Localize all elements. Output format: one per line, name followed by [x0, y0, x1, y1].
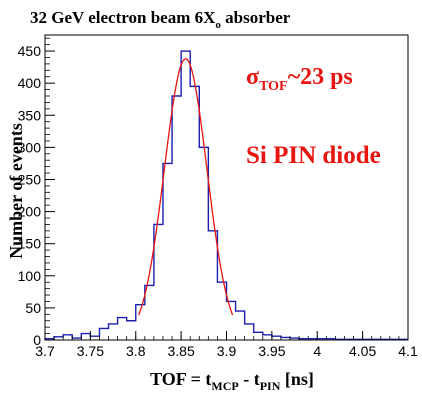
histogram-bin — [236, 311, 245, 340]
histogram-bin — [245, 324, 254, 340]
chart-title-main: 32 GeV electron beam 6X — [30, 8, 216, 27]
y-tick-label: 0 — [33, 332, 41, 348]
y-tick-label: 200 — [18, 204, 42, 220]
y-axis-label: Number of events — [6, 123, 26, 259]
histogram-bin — [190, 86, 199, 340]
x-axis-label-sub-mcp: MCP — [211, 379, 238, 393]
histogram-bin — [208, 231, 217, 340]
chart-title-sub: o — [215, 19, 221, 31]
chart-title: 32 GeV electron beam 6Xo absorber — [30, 8, 291, 31]
y-tick-label: 450 — [18, 43, 42, 59]
sigma-value: ~23 ps — [288, 64, 353, 90]
gaussian-fit-line — [138, 58, 234, 316]
histogram-bin — [254, 332, 263, 340]
chart-title-tail: absorber — [221, 8, 291, 27]
x-tick-label: 3.85 — [168, 343, 195, 359]
histogram-bin — [127, 321, 136, 340]
x-tick-label: 3.75 — [77, 343, 104, 359]
x-axis-label-pre: TOF = t — [150, 369, 211, 389]
x-axis-label-mid: - t — [239, 369, 260, 389]
x-tick-label: 3.7 — [35, 343, 55, 359]
histogram-bin — [172, 96, 181, 340]
x-tick-label: 3.95 — [258, 343, 285, 359]
sigma-subscript: TOF — [259, 79, 288, 94]
y-tick-label: 50 — [25, 300, 41, 316]
histogram-bin — [63, 335, 72, 340]
fit-curve-series — [138, 58, 234, 316]
detector-annotation: Si PIN diode — [246, 142, 381, 169]
histogram-bin — [199, 147, 208, 340]
sigma-symbol: σ — [246, 64, 259, 90]
y-tick-label: 400 — [18, 75, 42, 91]
histogram-bin — [263, 335, 272, 340]
histogram-bin — [81, 334, 90, 340]
histogram-bin — [99, 328, 108, 340]
histogram-bin — [181, 51, 190, 340]
x-tick-label: 3.9 — [217, 343, 237, 359]
x-axis-label-sub-pin: PIN — [260, 379, 281, 393]
histogram-bin — [90, 336, 99, 340]
histogram-bin — [118, 318, 127, 340]
histogram-bin — [163, 163, 172, 340]
y-tick-label: 300 — [18, 139, 42, 155]
histogram-bin — [145, 285, 154, 340]
y-tick-label: 350 — [18, 107, 42, 123]
x-axis-label-post: [ns] — [280, 369, 314, 389]
histogram-bin — [227, 301, 236, 340]
x-tick-label: 3.8 — [126, 343, 146, 359]
sigma-annotation: σTOF~23 ps — [246, 64, 353, 94]
histogram-series — [44, 50, 408, 341]
histogram-steps — [44, 50, 408, 341]
histogram-bin — [272, 336, 281, 340]
y-tick-label: 100 — [18, 268, 42, 284]
x-tick-label: 4.1 — [398, 343, 418, 359]
x-tick-label: 4.05 — [349, 343, 376, 359]
x-axis-label: TOF = tMCP - tPIN [ns] — [150, 369, 314, 393]
histogram-bin — [109, 324, 118, 340]
x-tick-label: 4 — [313, 343, 321, 359]
y-tick-label: 250 — [18, 171, 42, 187]
y-tick-label: 150 — [18, 236, 42, 252]
axes: 3.7 3.75 3.8 3.85 3.9 3.95 4 4.05 4.1 0 50 100 150 20… — [18, 34, 418, 359]
